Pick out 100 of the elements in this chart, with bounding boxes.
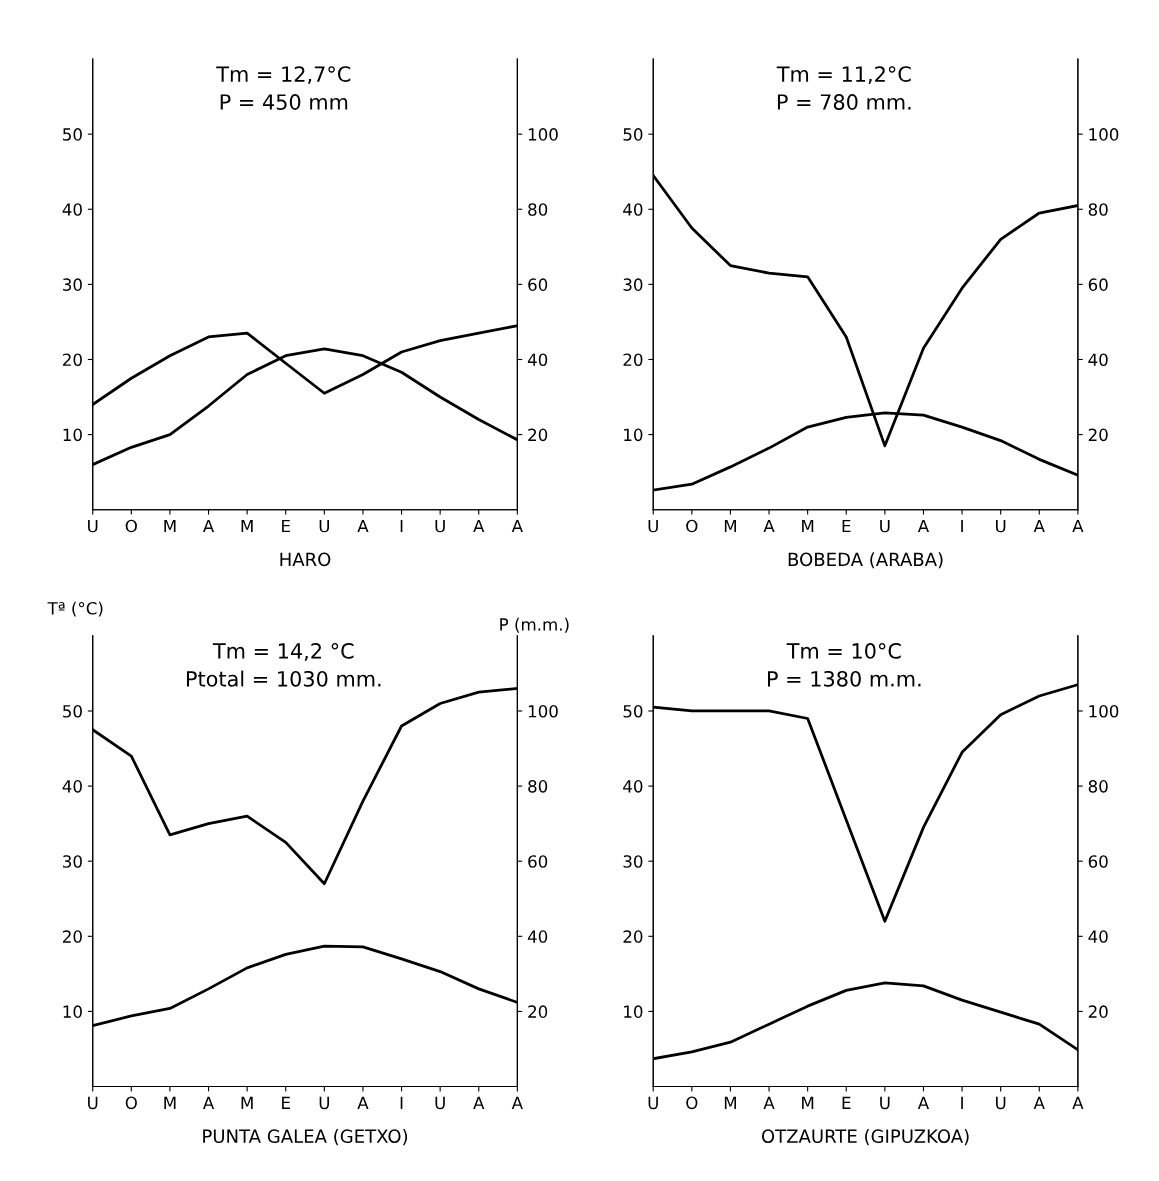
y-tick-label: 30 — [63, 278, 82, 291]
x-tick-label: A — [511, 1096, 523, 1109]
y2-tick-label: 20 — [528, 1005, 548, 1018]
y-tick-label: 20 — [63, 930, 82, 943]
annotation: Ptotal = 1030 mm. — [186, 670, 381, 687]
y2-tick-label: 60 — [528, 278, 548, 291]
annotation: P = 450 mm — [220, 94, 348, 110]
x-tick-label: U — [88, 519, 98, 533]
annotation: Tm = 10°C — [786, 643, 901, 659]
x-tick-label: A — [1033, 519, 1045, 533]
x-tick-label: M — [164, 519, 176, 533]
x-tick-label: A — [917, 519, 930, 533]
x-tick-label: A — [202, 1096, 215, 1109]
y-tick-label: 10 — [624, 1005, 643, 1018]
y-tick-label: 50 — [63, 704, 82, 718]
x-tick-label: U — [880, 519, 890, 533]
x-tick-label: A — [473, 1096, 485, 1109]
y2-tick-label: 100 — [528, 128, 558, 141]
x-axis-title: BOBEDA (ARABA) — [788, 552, 943, 569]
annotation: Tm = 14,2 °C — [212, 643, 354, 661]
y-tick-label: 50 — [623, 704, 643, 718]
x-tick-label: I — [961, 1096, 963, 1109]
y-tick-label: 30 — [623, 278, 643, 291]
x-tick-label: E — [282, 1096, 290, 1109]
x-tick-label: A — [1072, 1096, 1084, 1109]
y2-tick-label: 60 — [1088, 278, 1108, 291]
y2-tick-label: 40 — [1088, 353, 1108, 367]
y-tick-label: 40 — [62, 780, 82, 793]
y2-axis-title: P (m.m.) — [500, 617, 569, 633]
x-tick-label: U — [319, 1096, 329, 1110]
x-tick-label: M — [802, 519, 814, 533]
y-tick-label: 10 — [624, 428, 643, 442]
x-tick-label: A — [763, 519, 775, 533]
annotation: P = 1380 m.m. — [768, 670, 921, 687]
y2-tick-label: 80 — [1088, 203, 1108, 216]
y2-tick-label: 40 — [527, 930, 548, 943]
x-tick-label: I — [961, 519, 963, 533]
y2-tick-label: 20 — [1088, 1005, 1108, 1018]
x-tick-label: U — [435, 1096, 445, 1110]
y2-tick-label: 20 — [1088, 428, 1108, 442]
y2-tick-label: 80 — [528, 203, 548, 216]
x-tick-label: M — [241, 1096, 253, 1109]
x-tick-label: M — [241, 519, 253, 533]
y-tick-label: 50 — [623, 128, 643, 141]
x-tick-label: M — [164, 1096, 176, 1109]
y2-tick-label: 80 — [528, 780, 548, 793]
annotation: P = 780 mm. — [777, 94, 911, 110]
x-tick-label: E — [842, 1096, 851, 1109]
annotation: Tm = 12,7°C — [216, 66, 351, 85]
x-tick-label: O — [125, 1096, 137, 1110]
y2-tick-label: 80 — [1088, 780, 1108, 793]
y-tick-label: 20 — [623, 930, 643, 943]
y-tick-label: 40 — [62, 203, 82, 216]
x-tick-label: U — [996, 1096, 1006, 1110]
x-tick-label: A — [357, 1096, 369, 1109]
x-tick-label: A — [511, 519, 523, 533]
x-tick-label: I — [400, 1096, 403, 1109]
x-tick-label: U — [319, 519, 329, 533]
x-tick-label: A — [763, 1096, 775, 1109]
y2-tick-label: 60 — [1088, 855, 1108, 868]
x-tick-label: E — [842, 519, 851, 533]
y2-tick-label: 40 — [527, 353, 548, 367]
x-tick-label: E — [282, 519, 290, 533]
annotation: Tm = 11,2°C — [776, 66, 911, 85]
x-tick-label: A — [917, 1096, 930, 1109]
y2-tick-label: 100 — [528, 704, 558, 718]
y2-tick-label: 40 — [1088, 930, 1108, 943]
y-tick-label: 40 — [623, 203, 643, 216]
y2-tick-label: 60 — [528, 855, 548, 868]
x-tick-label: A — [202, 519, 215, 533]
x-tick-label: M — [724, 1096, 737, 1109]
x-tick-label: A — [1072, 519, 1084, 533]
x-axis-title: PUNTA GALEA (GETXO) — [203, 1129, 408, 1146]
x-tick-label: U — [435, 519, 445, 533]
x-axis-title: OTZAURTE (GIPUZKOA) — [761, 1129, 969, 1146]
x-tick-label: U — [648, 1096, 658, 1110]
x-tick-label: A — [1033, 1096, 1045, 1109]
x-tick-label: U — [996, 519, 1006, 533]
x-tick-label: O — [686, 519, 698, 533]
x-tick-label: M — [802, 1096, 814, 1109]
x-axis-title: HARO — [280, 552, 331, 567]
y-tick-label: 10 — [63, 1005, 82, 1018]
x-tick-label: I — [400, 519, 403, 533]
y-tick-label: 30 — [63, 855, 82, 868]
y2-tick-label: 20 — [528, 428, 548, 442]
y-tick-label: 20 — [623, 353, 643, 367]
x-tick-label: O — [686, 1096, 698, 1110]
y-tick-label: 40 — [623, 780, 643, 793]
y-tick-label: 20 — [63, 353, 82, 367]
x-tick-label: M — [724, 519, 737, 533]
y-tick-label: 30 — [623, 855, 643, 868]
x-tick-label: O — [125, 519, 137, 533]
y-tick-label: 50 — [63, 128, 82, 141]
x-tick-label: A — [357, 519, 369, 533]
y2-tick-label: 100 — [1089, 128, 1119, 141]
x-tick-label: U — [880, 1096, 890, 1110]
x-tick-label: A — [473, 519, 485, 533]
x-tick-label: U — [88, 1096, 98, 1110]
y2-tick-label: 100 — [1089, 704, 1119, 718]
y-axis-title: Tª (°C) — [47, 601, 103, 617]
